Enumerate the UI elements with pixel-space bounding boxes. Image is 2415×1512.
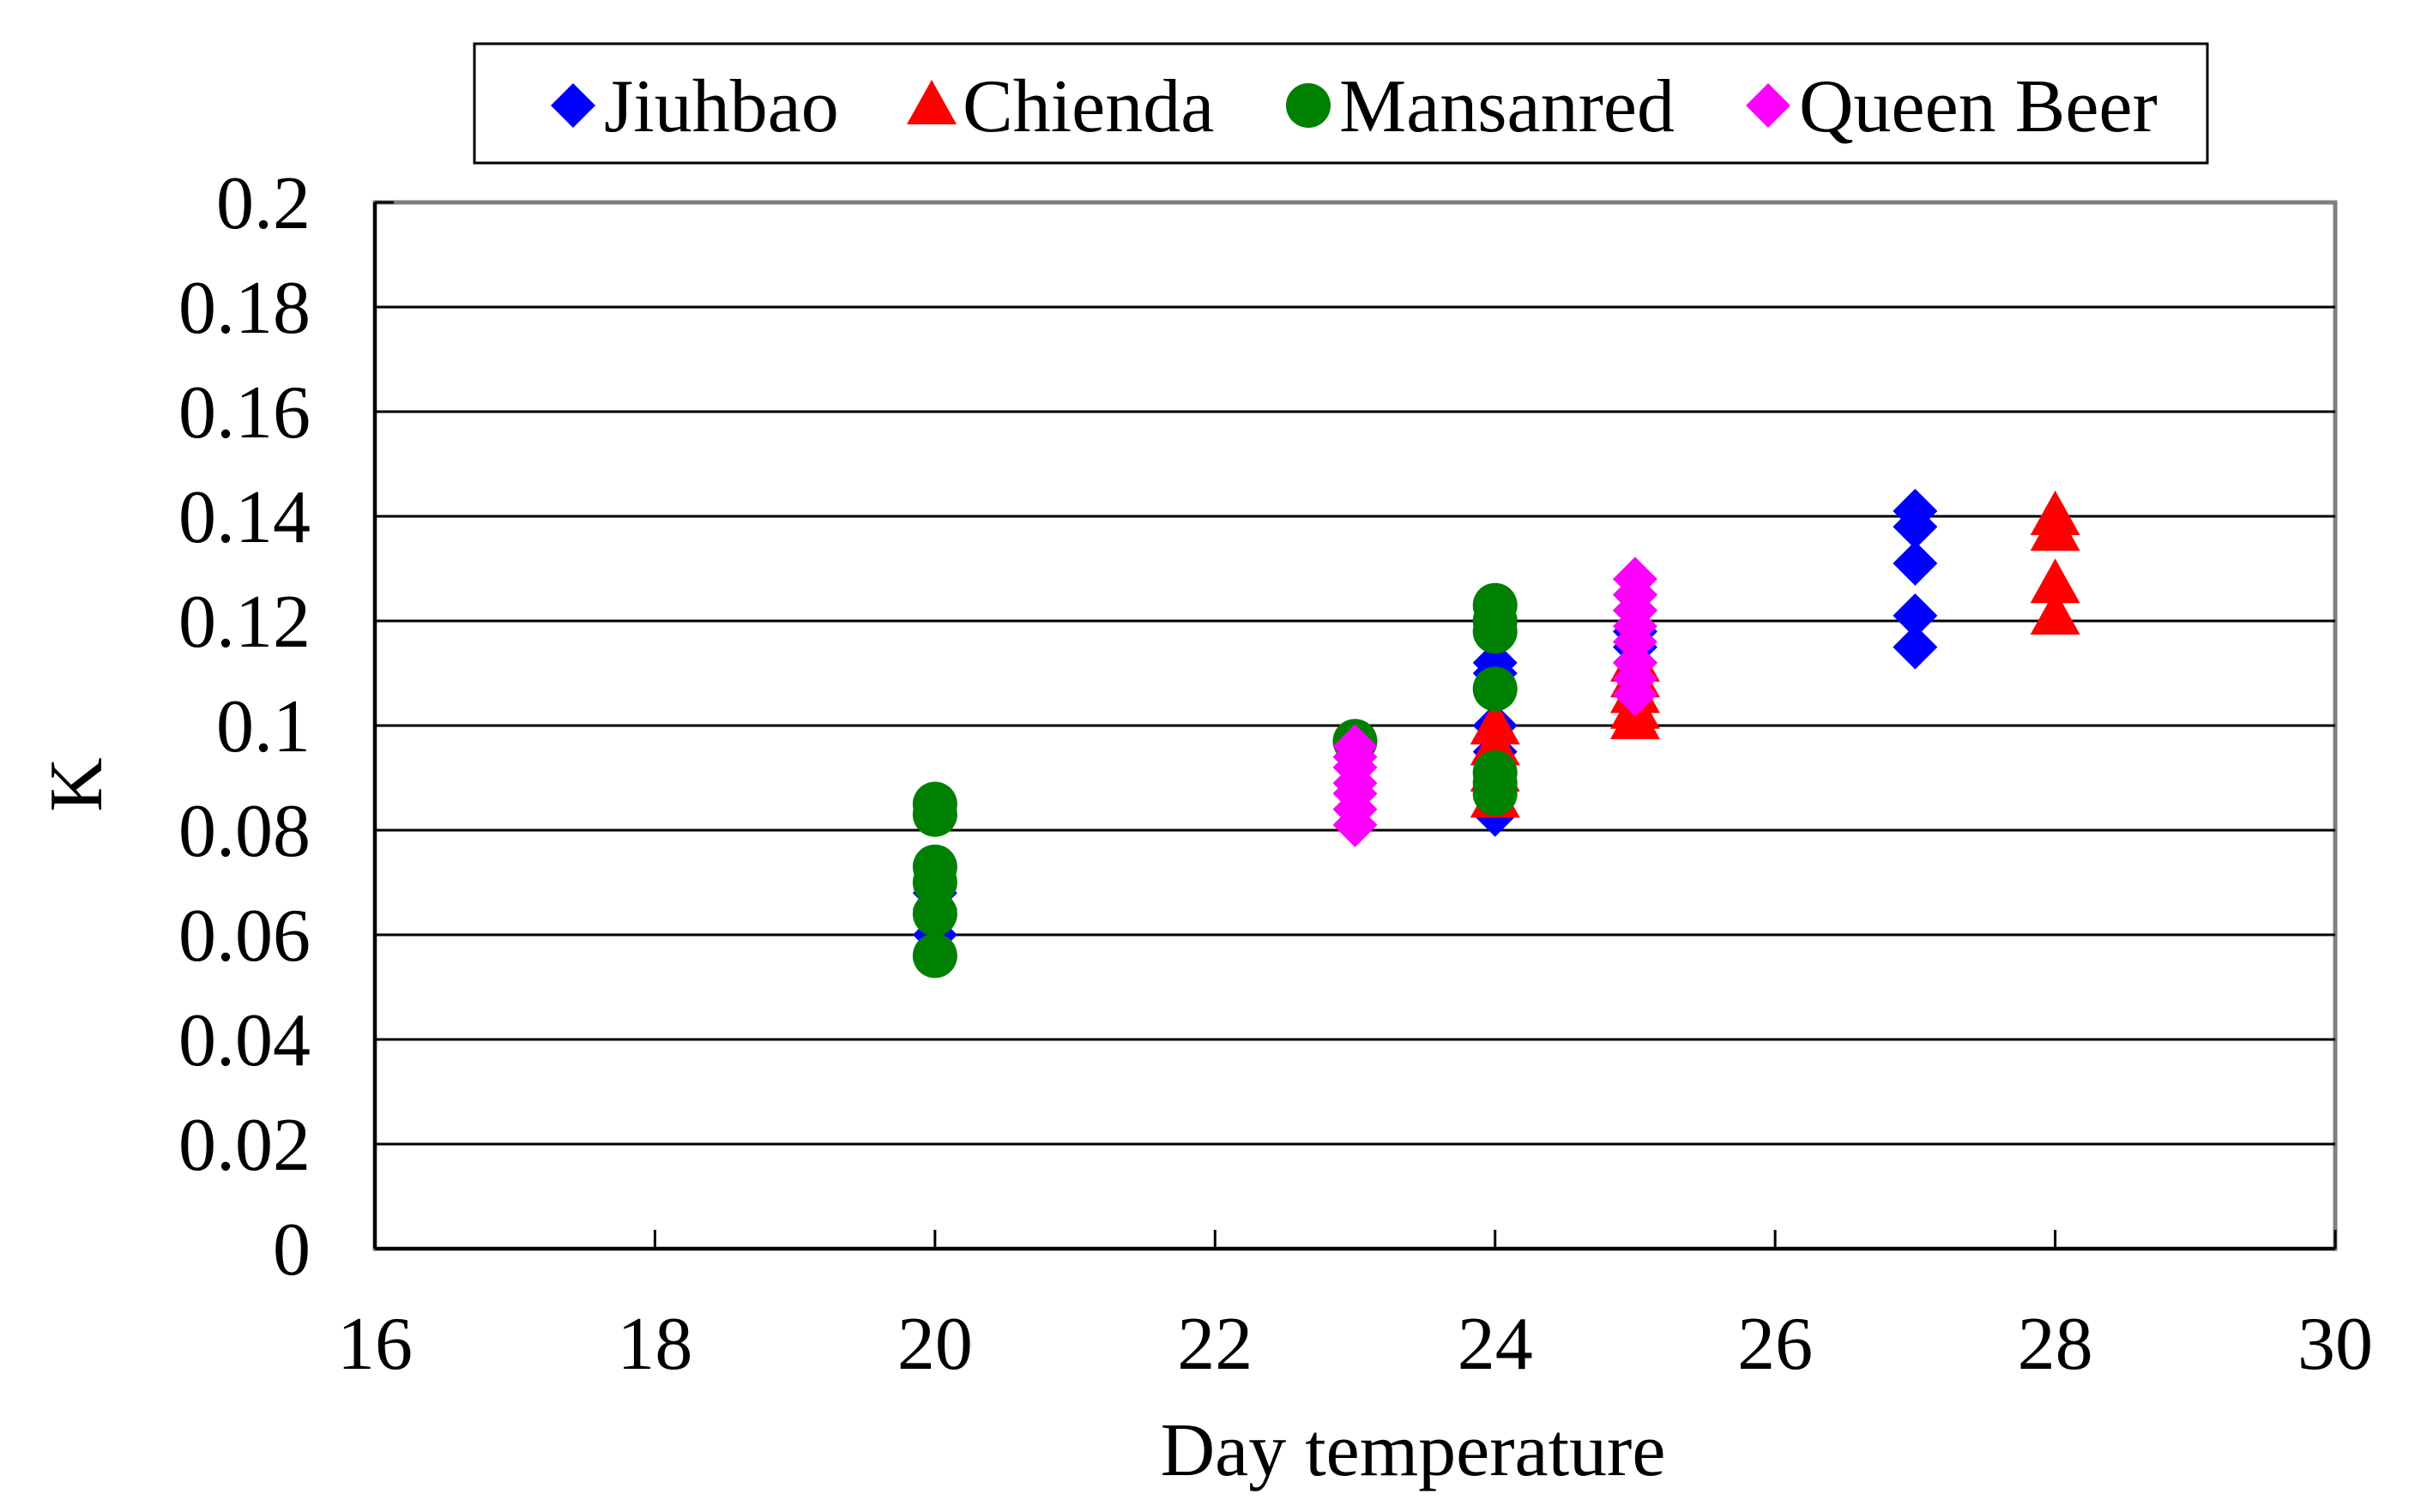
legend-marker bbox=[551, 83, 595, 128]
data-point bbox=[1472, 750, 1518, 795]
legend: Jiuhbao Chienda Mansanred Queen Beer bbox=[473, 42, 2209, 165]
data-point bbox=[1893, 593, 1938, 638]
y-tick-label: 0.12 bbox=[178, 581, 311, 664]
x-axis-title: Day temperature bbox=[1161, 1409, 1666, 1492]
x-tick-label: 28 bbox=[2018, 1303, 2093, 1386]
legend-marker bbox=[1746, 83, 1790, 128]
y-tick-label: 0.02 bbox=[178, 1104, 311, 1187]
data-point bbox=[912, 844, 957, 889]
y-tick-label: 0.08 bbox=[178, 790, 311, 873]
y-tick-label: 0.18 bbox=[178, 267, 311, 350]
x-tick-label: 24 bbox=[1458, 1303, 1533, 1386]
y-tick-label: 0.2 bbox=[216, 162, 311, 245]
data-points bbox=[912, 488, 2080, 979]
y-tick-label: 0.16 bbox=[178, 371, 311, 455]
data-point bbox=[2030, 589, 2080, 635]
y-tick-label: 0.1 bbox=[216, 685, 311, 768]
x-tick-label: 18 bbox=[617, 1303, 692, 1386]
legend-label: Queen Beer bbox=[1799, 65, 2158, 148]
legend-label: Chienda bbox=[963, 65, 1214, 148]
legend-marker bbox=[907, 80, 957, 124]
y-tick-label: 0.06 bbox=[178, 895, 311, 978]
data-point bbox=[912, 933, 957, 979]
y-tick-label: 0.04 bbox=[178, 999, 311, 1082]
x-tick-label: 30 bbox=[2297, 1303, 2373, 1386]
x-tick-label: 16 bbox=[337, 1303, 413, 1386]
y-axis-title: K bbox=[35, 757, 118, 812]
data-point bbox=[1893, 540, 1938, 586]
data-point bbox=[1893, 624, 1938, 670]
data-point bbox=[1472, 666, 1518, 712]
x-tick-labels: 16 18 20 22 24 26 28 30 bbox=[337, 1303, 2373, 1386]
data-point bbox=[912, 781, 957, 827]
y-tick-label: 0.14 bbox=[178, 476, 311, 559]
x-tick-label: 26 bbox=[1737, 1303, 1813, 1386]
y-tick-labels: 0 0.02 0.04 0.06 0.08 0.1 0.12 0.14 0.16 0.18 0.2 bbox=[178, 162, 311, 1292]
data-point bbox=[1332, 724, 1378, 769]
data-point bbox=[1612, 557, 1657, 602]
series-queen-beer bbox=[1332, 557, 1657, 847]
legend-marker bbox=[1286, 83, 1331, 128]
data-point bbox=[1893, 488, 1938, 533]
gridlines bbox=[375, 305, 2335, 1146]
plot-area bbox=[372, 200, 2338, 1251]
data-point bbox=[912, 891, 957, 937]
legend-frame bbox=[473, 42, 2209, 165]
data-point bbox=[1470, 700, 1520, 744]
data-point bbox=[2030, 491, 2080, 535]
legend-label: Mansanred bbox=[1339, 65, 1675, 148]
x-tick-label: 22 bbox=[1177, 1303, 1253, 1386]
x-tick-label: 20 bbox=[897, 1303, 973, 1386]
axes bbox=[373, 201, 2337, 1250]
data-point bbox=[1472, 582, 1518, 628]
y-tick-label: 0 bbox=[273, 1208, 311, 1292]
legend-label: Jiuhbao bbox=[604, 65, 839, 148]
data-point bbox=[2030, 558, 2080, 604]
